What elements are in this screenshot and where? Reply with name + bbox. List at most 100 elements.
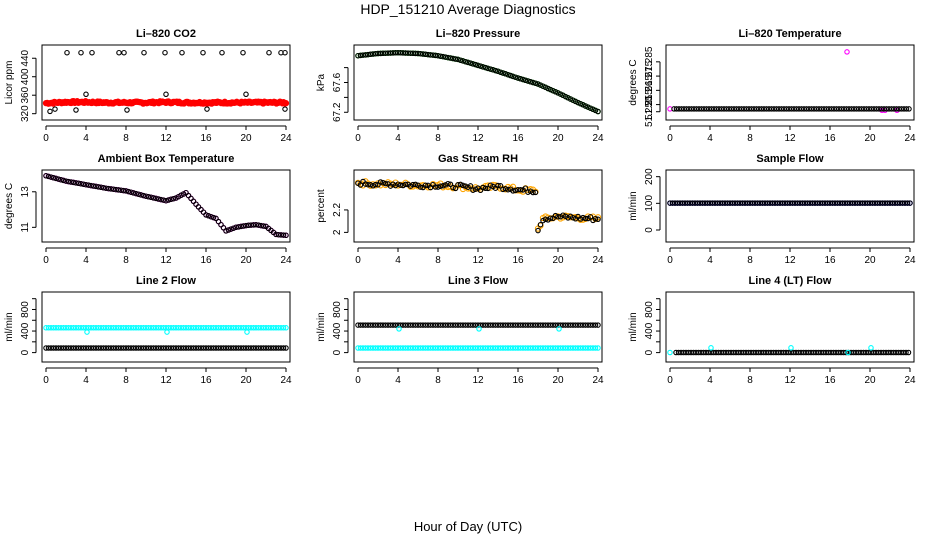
data-point <box>123 325 129 331</box>
data-point <box>728 106 735 112</box>
data-point <box>179 49 185 56</box>
data-point <box>849 200 856 206</box>
data-point <box>815 349 822 356</box>
data-point <box>748 106 755 112</box>
data-point <box>467 183 474 189</box>
plot-frame <box>353 291 603 363</box>
data-point <box>821 106 827 112</box>
data-point <box>763 106 770 112</box>
data-point <box>65 345 72 351</box>
data-point <box>163 91 169 98</box>
data-point <box>582 345 589 351</box>
data-point <box>138 345 144 351</box>
data-point <box>560 322 566 328</box>
data-point <box>140 325 147 331</box>
x-tick-label: 12 <box>784 255 796 266</box>
data-point <box>502 186 509 192</box>
data-point <box>124 107 130 113</box>
data-point <box>208 325 214 331</box>
x-tick-label: 12 <box>472 375 484 386</box>
data-point <box>515 186 521 193</box>
data-point <box>507 322 514 328</box>
data-point <box>801 106 807 112</box>
x-tick-label: 0 <box>667 133 673 144</box>
data-point <box>580 214 586 221</box>
data-point <box>218 325 224 331</box>
data-point <box>502 322 509 328</box>
data-point <box>273 345 279 351</box>
data-point <box>690 349 697 356</box>
data-point <box>400 50 406 56</box>
data-point <box>671 106 677 112</box>
data-point <box>585 322 591 328</box>
data-point <box>530 79 536 86</box>
data-point <box>814 200 821 206</box>
data-point <box>422 51 429 58</box>
data-point <box>592 322 599 328</box>
data-point <box>450 184 456 191</box>
data-point <box>820 349 827 356</box>
data-point <box>505 345 511 351</box>
data-point <box>552 322 559 328</box>
data-point <box>65 178 72 185</box>
data-point <box>415 50 421 57</box>
data-point <box>220 345 227 351</box>
x-tick-label: 8 <box>747 133 753 144</box>
data-point <box>892 200 898 206</box>
data-point <box>397 182 404 188</box>
data-point <box>280 232 287 238</box>
data-point <box>542 322 549 328</box>
data-point <box>835 349 842 356</box>
data-point <box>250 325 257 331</box>
data-point <box>90 183 97 189</box>
data-point <box>888 349 894 356</box>
data-point <box>817 200 823 206</box>
data-point <box>512 345 519 351</box>
data-point <box>392 322 399 328</box>
data-point <box>357 345 364 351</box>
data-point <box>716 106 722 112</box>
data-point <box>575 322 581 328</box>
x-tick-label: 24 <box>592 255 604 266</box>
data-point <box>143 193 149 199</box>
data-point <box>867 200 873 206</box>
y-axis-label: ml/min <box>628 191 639 220</box>
data-point <box>80 181 87 187</box>
data-point <box>803 349 809 356</box>
data-point <box>482 345 489 351</box>
data-point <box>362 345 369 351</box>
data-point <box>108 325 114 331</box>
data-point <box>545 322 551 328</box>
series-l4-black <box>673 349 912 356</box>
data-point <box>683 106 690 112</box>
data-point <box>148 325 154 331</box>
x-tick-label: 16 <box>200 375 212 386</box>
data-point <box>872 200 878 206</box>
data-point <box>788 345 794 351</box>
data-point <box>153 325 159 331</box>
data-point <box>487 322 494 328</box>
data-point <box>155 325 162 331</box>
data-point <box>880 349 887 356</box>
data-point <box>667 200 673 206</box>
data-point <box>382 322 389 328</box>
data-point <box>520 322 526 328</box>
data-point <box>160 197 167 203</box>
data-point <box>141 49 147 56</box>
data-point <box>467 60 474 66</box>
data-point <box>889 200 896 206</box>
data-point <box>278 325 284 331</box>
data-point <box>395 49 401 56</box>
data-point <box>170 195 177 202</box>
data-point <box>48 325 54 331</box>
data-point <box>776 106 782 112</box>
data-point <box>839 200 846 206</box>
data-point <box>715 349 722 356</box>
data-point <box>180 345 187 351</box>
data-point <box>133 325 139 331</box>
data-point <box>103 345 109 351</box>
data-point <box>395 345 401 351</box>
data-point <box>462 345 469 351</box>
data-point <box>90 325 97 331</box>
data-point <box>859 200 866 206</box>
